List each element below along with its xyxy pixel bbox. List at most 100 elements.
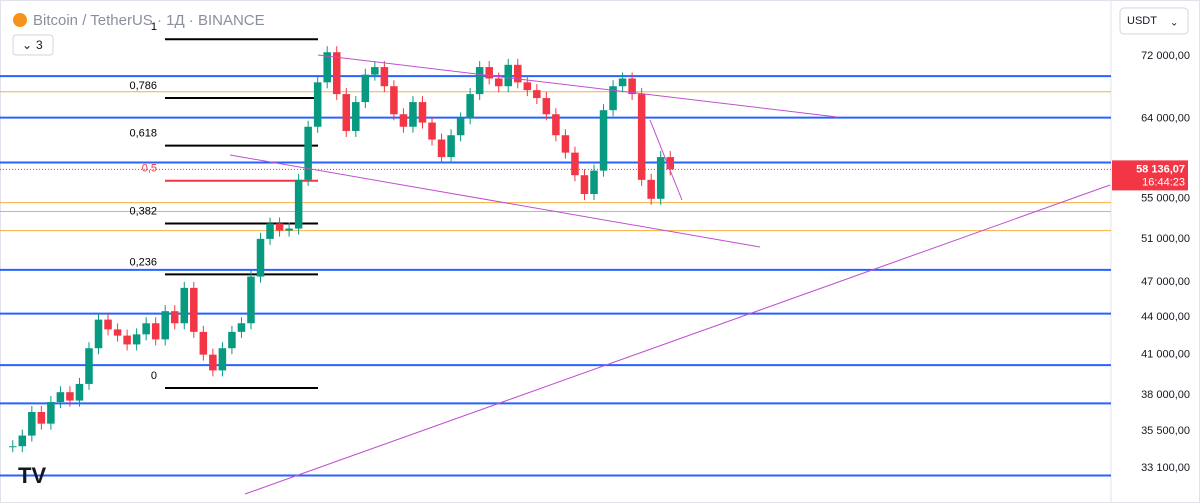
candle [37,412,46,424]
candle [494,78,503,87]
candle [666,157,674,170]
candle [180,287,189,324]
trendline [317,54,838,118]
fib-label: 0,618 [129,128,157,140]
candle [123,335,131,345]
fib-label: 0,786 [129,80,157,92]
candle [533,90,541,99]
coin-icon [13,13,27,27]
tv-logo: TV [18,463,46,488]
candle [618,78,627,87]
y-tick-label: 35 500,00 [1141,425,1190,437]
currency-label: USDT [1127,15,1157,27]
candle [399,114,408,127]
candle [628,78,636,95]
countdown-label: 16:44:23 [1142,176,1185,188]
fib-label: 1 [151,21,157,33]
fib-label: 0,5 [142,163,157,175]
candle [647,179,655,199]
candle [266,223,274,239]
candle [656,157,665,199]
candle [104,319,112,330]
candle [151,323,160,340]
candle [447,135,455,158]
y-tick-label: 55 000,00 [1141,193,1190,205]
candle [228,331,236,349]
candle [199,331,208,355]
y-tick-label: 51 000,00 [1141,233,1190,245]
candle [475,67,484,95]
fib-label: 0 [151,370,157,382]
candle [237,323,246,332]
candle [190,287,198,332]
candle [428,122,436,140]
candle [56,392,65,403]
trendline [244,184,1111,495]
candle [361,74,370,103]
candle [75,383,84,401]
candle [390,86,398,115]
fib-label: 0,236 [129,256,157,268]
candle [409,102,417,127]
candle [294,179,303,229]
candle [342,94,351,131]
candle [609,86,617,111]
candle [352,102,360,131]
y-tick-label: 33 100,00 [1141,462,1190,474]
candle [142,323,150,335]
trendline [649,119,683,201]
candle [580,175,589,194]
candle [28,412,36,436]
candle [94,319,103,349]
candle [66,392,74,401]
last-price-label: 58 136,07 [1136,163,1185,175]
candle [542,98,551,115]
y-tick-label: 47 000,00 [1141,276,1190,288]
candle [170,311,179,324]
candle [285,228,293,231]
candle [456,118,465,136]
candle [590,170,598,194]
symbol-title: Bitcoin / TetherUS · 1Д · BINANCE [33,12,265,29]
candle [332,52,341,95]
currency-select[interactable] [1119,7,1189,35]
y-tick-label: 38 000,00 [1141,389,1190,401]
candle [256,238,265,277]
candle [209,354,217,371]
indicator-toggle[interactable] [12,34,54,56]
candle [418,102,427,123]
indicator-count: 3 [36,38,43,52]
candle [18,435,27,447]
toggle-arrow: ⌄ [22,38,32,52]
candle [275,223,284,231]
y-tick-label: 72 000,00 [1141,50,1190,62]
candle [637,94,646,180]
candle [247,276,255,324]
y-tick-label: 64 000,00 [1141,112,1190,124]
candle [504,64,513,87]
candle [571,152,579,176]
candle [371,67,379,75]
candle [599,110,608,171]
candle [485,67,493,79]
candle [514,64,522,83]
candle [161,311,169,340]
candle [561,135,570,153]
candle [218,348,227,371]
candle [523,82,532,91]
candle [552,114,560,136]
candle [9,446,17,448]
candle [47,402,55,424]
trendline [229,154,761,248]
candle [313,82,322,127]
candle [437,139,446,158]
y-tick-label: 44 000,00 [1141,311,1190,323]
candle [85,348,93,384]
select-arrow: ⌄ [1170,18,1178,29]
y-tick-label: 41 000,00 [1141,349,1190,361]
candle [323,52,331,83]
candle [113,329,122,336]
price-tag [1112,160,1188,191]
